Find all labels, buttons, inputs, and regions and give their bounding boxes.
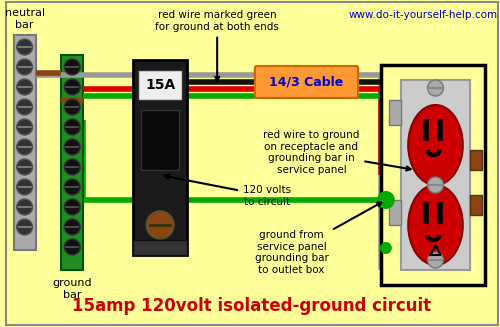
Circle shape xyxy=(64,99,80,115)
Circle shape xyxy=(428,177,444,193)
Bar xyxy=(401,80,470,270)
Bar xyxy=(133,60,188,255)
Circle shape xyxy=(64,219,80,235)
Text: www.do-it-yourself-help.com: www.do-it-yourself-help.com xyxy=(349,10,498,20)
Circle shape xyxy=(16,59,32,75)
Text: red wire marked green
for ground at both ends: red wire marked green for ground at both… xyxy=(155,10,279,81)
Text: 120 volts
to circuit: 120 volts to circuit xyxy=(164,175,291,207)
Text: ground from
service panel
grounding bar
to outlet box: ground from service panel grounding bar … xyxy=(254,202,382,275)
Text: 15A: 15A xyxy=(145,78,175,92)
Bar xyxy=(14,35,36,250)
Bar xyxy=(381,65,485,285)
Circle shape xyxy=(16,39,32,55)
Text: red wire to ground
on receptacle and
grounding bar in
service panel: red wire to ground on receptacle and gro… xyxy=(264,130,410,175)
Circle shape xyxy=(64,159,80,175)
Bar xyxy=(140,110,179,170)
Bar xyxy=(389,200,401,225)
Circle shape xyxy=(16,159,32,175)
Bar xyxy=(389,100,401,125)
FancyBboxPatch shape xyxy=(255,66,358,98)
Text: neutral
bar: neutral bar xyxy=(4,9,44,30)
Circle shape xyxy=(64,179,80,195)
Text: ground
bar: ground bar xyxy=(52,278,92,300)
Circle shape xyxy=(64,239,80,255)
Circle shape xyxy=(428,252,444,268)
Bar xyxy=(138,70,182,100)
Circle shape xyxy=(16,99,32,115)
Circle shape xyxy=(64,139,80,155)
Ellipse shape xyxy=(408,185,463,265)
Circle shape xyxy=(64,119,80,135)
Circle shape xyxy=(430,180,440,190)
Circle shape xyxy=(64,79,80,95)
Bar xyxy=(470,195,482,215)
Circle shape xyxy=(64,199,80,215)
Circle shape xyxy=(380,242,392,254)
Circle shape xyxy=(377,191,395,209)
Bar xyxy=(470,150,482,170)
Ellipse shape xyxy=(408,105,463,185)
Circle shape xyxy=(16,119,32,135)
Circle shape xyxy=(428,80,444,96)
Circle shape xyxy=(16,79,32,95)
Circle shape xyxy=(16,179,32,195)
Circle shape xyxy=(146,211,174,239)
Bar xyxy=(62,55,83,270)
Bar xyxy=(133,240,188,255)
Circle shape xyxy=(16,219,32,235)
Text: 14/3 Cable: 14/3 Cable xyxy=(270,76,344,89)
Circle shape xyxy=(16,199,32,215)
Circle shape xyxy=(64,59,80,75)
Circle shape xyxy=(16,139,32,155)
Text: 15amp 120volt isolated-ground circuit: 15amp 120volt isolated-ground circuit xyxy=(72,297,432,315)
